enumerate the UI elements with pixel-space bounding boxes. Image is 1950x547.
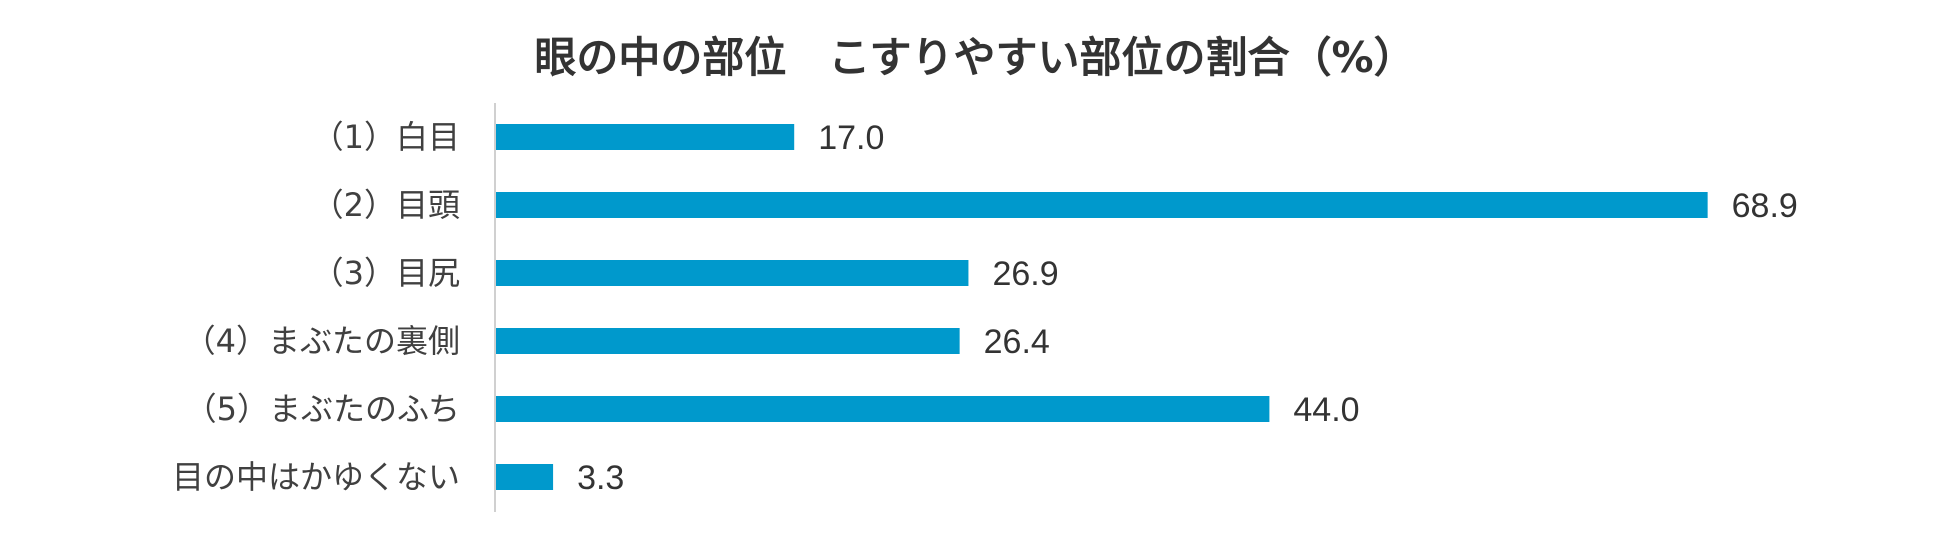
bar bbox=[495, 328, 960, 354]
data-label: 68.9 bbox=[1732, 187, 1798, 225]
category-label: （2）目頭 bbox=[312, 186, 460, 224]
bars-group: （1）白目 17.0 （2）目頭 68.9 （3）目尻 26.9 （4）まぶたの裏側 26.4… bbox=[172, 118, 1798, 497]
data-label: 44.0 bbox=[1293, 391, 1359, 429]
bar bbox=[495, 464, 554, 490]
bar bbox=[495, 124, 795, 150]
category-label: 目の中はかゆくない bbox=[172, 458, 460, 496]
data-label: 3.3 bbox=[577, 459, 624, 497]
bar bbox=[495, 260, 969, 286]
bar bbox=[495, 396, 1270, 422]
chart-title: 眼の中の部位 こすりやすい部位の割合（%） bbox=[534, 33, 1415, 82]
category-label: （4）まぶたの裏側 bbox=[184, 322, 460, 360]
category-label: （1）白目 bbox=[312, 118, 460, 156]
bar bbox=[495, 192, 1708, 218]
category-label: （3）目尻 bbox=[312, 254, 460, 292]
data-label: 26.9 bbox=[992, 255, 1058, 293]
data-label: 26.4 bbox=[984, 323, 1050, 361]
data-label: 17.0 bbox=[818, 119, 884, 157]
category-label: （5）まぶたのふち bbox=[185, 390, 460, 428]
